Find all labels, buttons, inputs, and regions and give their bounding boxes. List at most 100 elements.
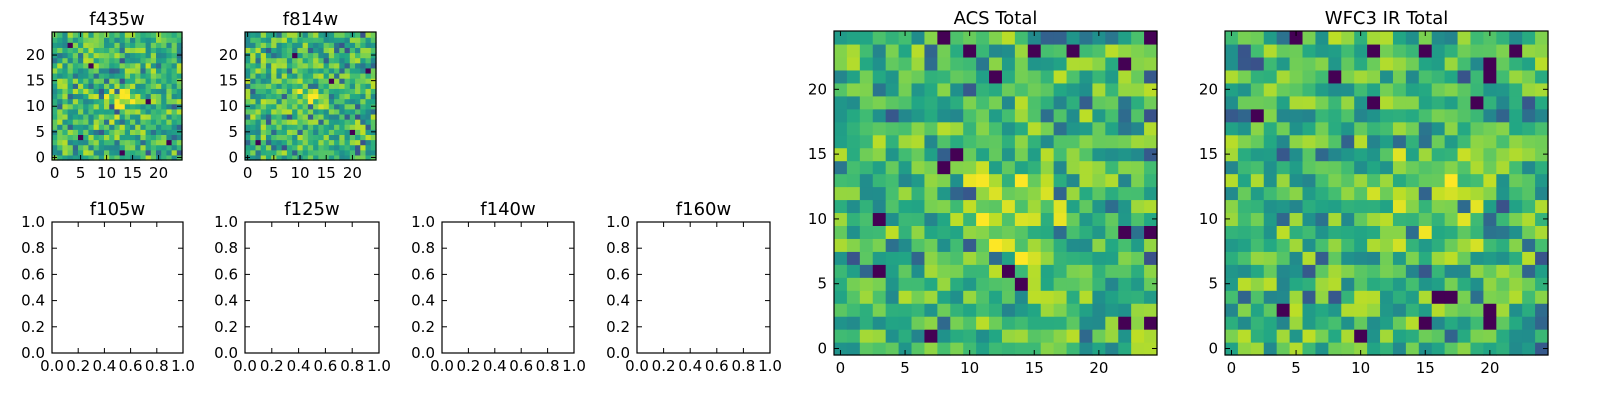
- heatmap-cell: [1066, 134, 1081, 149]
- heatmap-cell: [1225, 173, 1239, 188]
- heatmap-cell: [885, 329, 900, 343]
- heatmap-cell: [360, 124, 367, 130]
- heatmap-cell: [98, 47, 105, 54]
- heatmap-cell: [271, 129, 278, 135]
- heatmap-cell: [937, 69, 951, 84]
- heatmap-cell: [334, 83, 340, 89]
- heatmap-cell: [1302, 95, 1317, 110]
- heatmap-cell: [1027, 160, 1042, 175]
- heatmap-cell: [313, 57, 319, 64]
- heatmap-cell: [281, 134, 288, 141]
- heatmap-cell: [1315, 82, 1329, 97]
- heatmap-cell: [171, 108, 178, 115]
- heatmap-cell: [344, 57, 351, 64]
- heatmap-cell: [885, 95, 900, 110]
- heatmap-cell: [1470, 186, 1484, 201]
- heatmap-cell: [313, 83, 319, 89]
- heatmap-cell: [1066, 43, 1081, 58]
- heatmap-cell: [323, 72, 330, 79]
- heatmap-cell: [1457, 303, 1472, 317]
- heatmap-cell: [1040, 225, 1055, 239]
- x-tick-label: 0.8: [145, 357, 169, 375]
- heatmap-cell: [156, 113, 162, 120]
- heatmap-cell: [78, 113, 84, 120]
- heatmap-cell: [911, 264, 926, 278]
- heatmap-cell: [872, 82, 887, 97]
- heatmap-cell: [83, 52, 89, 59]
- heatmap-cell: [355, 42, 361, 48]
- heatmap-cell: [313, 149, 319, 156]
- heatmap-cell: [1027, 108, 1042, 123]
- heatmap-cell: [1276, 251, 1291, 265]
- heatmap-cell: [150, 134, 157, 141]
- heatmap-cell: [114, 124, 121, 130]
- heatmap-cell: [286, 113, 293, 120]
- heatmap-cell: [93, 154, 100, 161]
- heatmap-cell: [846, 212, 861, 226]
- heatmap-cell: [1027, 329, 1042, 343]
- heatmap-cell: [1144, 277, 1158, 291]
- heatmap-cell: [1027, 342, 1042, 356]
- heatmap-cell: [318, 78, 325, 84]
- heatmap-cell: [1392, 303, 1407, 317]
- heatmap-cell: [1354, 56, 1368, 71]
- heatmap-cell: [255, 93, 262, 100]
- heatmap-cell: [328, 103, 335, 110]
- heatmap-cell: [1237, 303, 1252, 317]
- heatmap-cell: [281, 37, 288, 43]
- heatmap-cell: [1250, 173, 1265, 188]
- heatmap-cell: [1444, 277, 1459, 291]
- heatmap-cell: [859, 329, 874, 343]
- heatmap-cell: [114, 149, 121, 156]
- heatmap-cell: [1014, 160, 1029, 175]
- heatmap-cell: [292, 108, 298, 115]
- heatmap-cell: [52, 119, 58, 125]
- heatmap-cell: [1040, 277, 1055, 291]
- heatmap-cell: [1250, 186, 1265, 201]
- heatmap-cell: [1263, 212, 1278, 226]
- heatmap-cell: [1118, 290, 1132, 304]
- heatmap-cell: [1522, 238, 1536, 252]
- heatmap-cell: [124, 139, 131, 146]
- heatmap-cell: [281, 149, 288, 156]
- heatmap-cell: [62, 42, 69, 48]
- heatmap-cell: [260, 129, 267, 135]
- heatmap-cell: [1470, 277, 1484, 291]
- heatmap-cell: [1053, 303, 1068, 317]
- heatmap-cell: [355, 124, 361, 130]
- heatmap-cell: [1040, 69, 1055, 84]
- heatmap-cell: [307, 52, 314, 59]
- heatmap-cell: [171, 93, 178, 100]
- heatmap-cell: [140, 72, 147, 79]
- heatmap-cell: [846, 43, 861, 58]
- heatmap-cell: [1509, 147, 1523, 162]
- heatmap-cell: [88, 72, 95, 79]
- heatmap-cell: [1315, 121, 1329, 136]
- heatmap-cell: [334, 108, 340, 115]
- heatmap-cell: [885, 121, 900, 136]
- heatmap-cell: [250, 98, 257, 105]
- heatmap-cell: [1535, 342, 1549, 356]
- y-tick-label: 0.6: [214, 265, 238, 283]
- heatmap-cell: [1522, 329, 1536, 343]
- heatmap-cell: [57, 108, 63, 115]
- heatmap-cell: [963, 31, 977, 45]
- heatmap-cell: [135, 119, 141, 125]
- heatmap-cell: [323, 119, 330, 125]
- heatmap-cell: [1509, 173, 1523, 188]
- y-tick-label: 0: [228, 148, 238, 166]
- heatmap-cell: [67, 52, 74, 59]
- heatmap-cell: [93, 78, 100, 84]
- heatmap-cell: [313, 37, 319, 43]
- heatmap-cell: [1509, 134, 1523, 149]
- heatmap-cell: [156, 83, 162, 89]
- heatmap-cell: [176, 144, 183, 151]
- x-tick-label: 0.2: [260, 357, 284, 375]
- x-tick-label: 10: [960, 359, 979, 377]
- heatmap-cell: [1367, 82, 1381, 97]
- heatmap-cell: [297, 139, 304, 146]
- heatmap-cell: [1380, 251, 1394, 265]
- heatmap-cell: [72, 124, 79, 130]
- heatmap-cell: [166, 42, 173, 48]
- heatmap-cell: [307, 62, 314, 69]
